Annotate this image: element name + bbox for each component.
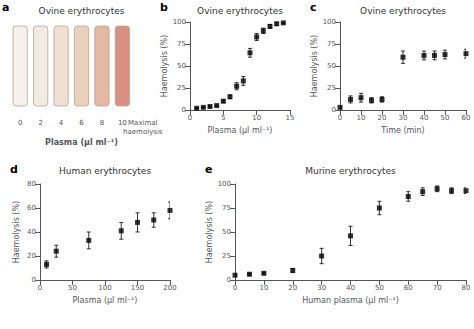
svg-text:4: 4 [59,119,64,127]
svg-text:0: 0 [32,276,36,284]
svg-text:100: 100 [98,284,111,292]
svg-text:0: 0 [38,284,42,292]
svg-text:50: 50 [68,284,77,292]
svg-text:80: 80 [462,284,471,292]
svg-text:Ovine erythrocytes: Ovine erythrocytes [360,6,446,16]
svg-text:0: 0 [338,114,342,122]
svg-text:60: 60 [27,204,36,212]
svg-text:Plasma (µl ml⁻¹): Plasma (µl ml⁻¹) [208,126,273,135]
svg-text:100: 100 [323,18,336,26]
svg-text:8: 8 [100,119,104,127]
svg-text:50: 50 [441,114,450,122]
svg-text:5: 5 [221,114,225,122]
svg-text:Time (min): Time (min) [380,126,424,135]
svg-text:Haemolysis (%): Haemolysis (%) [12,201,21,263]
svg-text:c: c [310,1,317,14]
svg-text:100: 100 [173,18,186,26]
svg-text:10: 10 [259,284,268,292]
svg-text:Haemolysis (%): Haemolysis (%) [205,201,214,263]
svg-text:40: 40 [27,228,36,236]
svg-text:15: 15 [286,114,295,122]
svg-text:50: 50 [327,62,336,70]
svg-text:60: 60 [404,284,413,292]
svg-text:Haemolysis (%): Haemolysis (%) [310,35,319,97]
svg-text:40: 40 [420,114,429,122]
svg-text:40: 40 [346,284,355,292]
svg-text:80: 80 [27,180,36,188]
svg-text:Ovine erythrocytes: Ovine erythrocytes [197,6,283,16]
svg-text:0: 0 [188,114,192,122]
svg-text:0: 0 [18,119,22,127]
svg-text:50: 50 [177,62,186,70]
svg-text:20: 20 [288,284,297,292]
svg-text:6: 6 [79,119,84,127]
svg-text:b: b [160,1,168,14]
svg-text:150: 150 [131,284,144,292]
svg-text:0: 0 [233,284,237,292]
svg-text:20: 20 [378,114,387,122]
svg-text:100: 100 [218,180,231,188]
svg-text:10: 10 [252,114,261,122]
svg-text:50: 50 [222,228,231,236]
svg-text:Human plasma (µl ml⁻¹): Human plasma (µl ml⁻¹) [302,296,399,305]
svg-text:25: 25 [222,252,231,260]
svg-text:25: 25 [177,84,186,92]
svg-text:50: 50 [375,284,384,292]
svg-text:75: 75 [177,40,186,48]
svg-text:a: a [2,1,9,14]
svg-text:Plasma (µl ml⁻¹): Plasma (µl ml⁻¹) [45,138,118,147]
svg-text:30: 30 [399,114,408,122]
svg-text:75: 75 [327,40,336,48]
svg-text:60: 60 [462,114,471,122]
svg-text:d: d [10,163,18,176]
svg-text:Plasma (µl ml⁻¹): Plasma (µl ml⁻¹) [73,296,138,305]
svg-text:haemolysis: haemolysis [123,128,163,136]
svg-text:0: 0 [227,276,231,284]
svg-text:Murine erythrocytes: Murine erythrocytes [305,166,396,176]
svg-text:75: 75 [222,204,231,212]
svg-text:70: 70 [433,284,442,292]
svg-text:Haemolysis (%): Haemolysis (%) [160,35,169,97]
svg-text:20: 20 [27,252,36,260]
svg-text:0: 0 [182,106,186,114]
svg-text:0: 0 [332,106,336,114]
svg-text:2: 2 [38,119,42,127]
svg-text:10: 10 [118,119,127,127]
svg-text:e: e [205,163,212,176]
svg-text:30: 30 [317,284,326,292]
svg-text:200: 200 [163,284,176,292]
svg-text:Ovine erythrocytes: Ovine erythrocytes [39,6,125,16]
svg-text:10: 10 [357,114,366,122]
svg-text:25: 25 [327,84,336,92]
svg-text:Human erythrocytes: Human erythrocytes [59,166,151,176]
svg-text:Maximal: Maximal [128,119,158,127]
